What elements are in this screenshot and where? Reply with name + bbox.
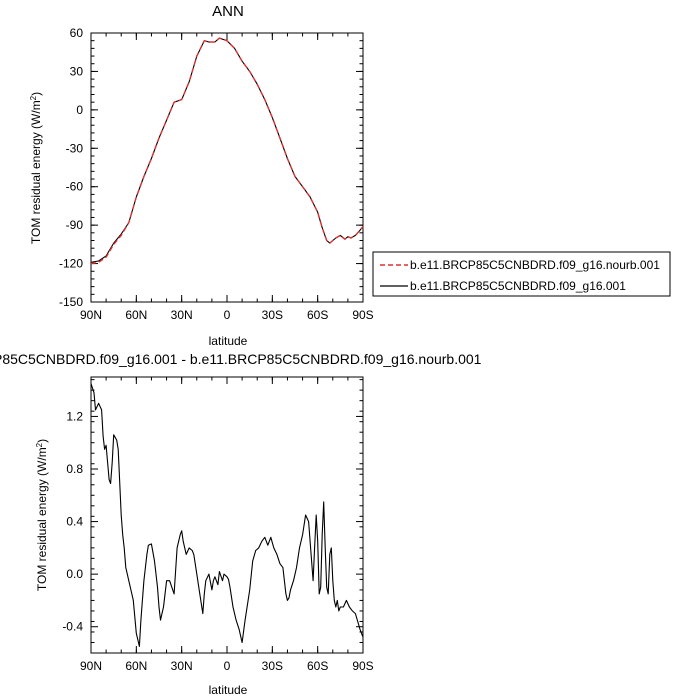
bottom-x-axis-label: latitude <box>209 683 248 697</box>
bottom-xtick-label-6: 90S <box>352 659 373 673</box>
top-ytick-label-4: -30 <box>66 141 84 155</box>
top-xtick-label-3: 0 <box>224 308 231 322</box>
top-ytick-label-5: 0 <box>76 103 83 117</box>
bottom-plot-frame <box>90 376 364 654</box>
bottom-xtick-label-5: 60S <box>307 659 328 673</box>
bottom-panel: P85C5CNBDRD.f09_g16.001 - b.e11.BRCP85C5… <box>0 351 482 697</box>
top-series-line-0 <box>90 37 364 265</box>
top-ticks: 90N 60N 30N 0 30S 60S 90S -150 -120 -90 -60 -30 0 30 6… <box>59 26 374 322</box>
top-y-axis-label: TOM residual energy (W/m2) <box>29 92 44 244</box>
legend-label-nourb: b.e11.BRCP85C5CNBDRD.f09_g16.nourb.001 <box>410 258 660 272</box>
top-chart-title: ANN <box>212 3 244 20</box>
top-xtick-label-0: 90N <box>80 308 102 322</box>
bottom-ytick-label-1: 0.0 <box>66 567 83 581</box>
legend-box <box>372 251 671 297</box>
bottom-series-group <box>90 383 364 647</box>
top-xtick-label-6: 90S <box>352 308 373 322</box>
top-ytick-label-1: -120 <box>59 257 83 271</box>
top-xtick-label-5: 60S <box>307 308 328 322</box>
bottom-xtick-label-1: 60N <box>125 659 147 673</box>
bottom-ticks: 90N 60N 30N 0 30S 60S 90S -0.4 0.0 0.4 0.8 1.2 <box>62 377 374 673</box>
top-ytick-label-2: -90 <box>66 218 84 232</box>
bottom-chart-title: P85C5CNBDRD.f09_g16.001 - b.e11.BRCP85C5… <box>0 351 482 367</box>
top-ytick-label-7: 60 <box>70 26 84 40</box>
bottom-series-line-0 <box>90 383 364 647</box>
bottom-ytick-label-3: 0.8 <box>66 462 83 476</box>
bottom-y-axis-label: TOM residual energy (W/m2) <box>35 439 50 591</box>
bottom-ytick-label-4: 1.2 <box>66 409 83 423</box>
bottom-ytick-label-0: -0.4 <box>62 620 83 634</box>
top-ytick-label-0: -150 <box>59 295 83 309</box>
top-x-axis-label: latitude <box>209 334 248 348</box>
top-xtick-label-4: 30S <box>262 308 283 322</box>
bottom-ytick-label-2: 0.4 <box>66 515 83 529</box>
top-panel: ANN 90N 60N 30N 0 30S 60S 90S -150 -120 -90 -60 -30… <box>29 3 374 348</box>
top-xtick-label-1: 60N <box>125 308 147 322</box>
top-plot-frame <box>90 32 364 303</box>
legend-label-control: b.e11.BRCP85C5CNBDRD.f09_g16.001 <box>410 279 626 293</box>
bottom-xtick-label-3: 0 <box>224 659 231 673</box>
top-xtick-label-2: 30N <box>171 308 193 322</box>
top-series-line-1 <box>90 37 364 263</box>
legend: b.e11.BRCP85C5CNBDRD.f09_g16.nourb.001 b… <box>372 251 671 297</box>
bottom-xtick-label-0: 90N <box>80 659 102 673</box>
bottom-xtick-label-4: 30S <box>262 659 283 673</box>
bottom-xtick-label-2: 30N <box>171 659 193 673</box>
top-series-group <box>90 37 364 265</box>
top-ytick-label-6: 30 <box>70 64 84 78</box>
top-ytick-label-3: -60 <box>66 180 84 194</box>
